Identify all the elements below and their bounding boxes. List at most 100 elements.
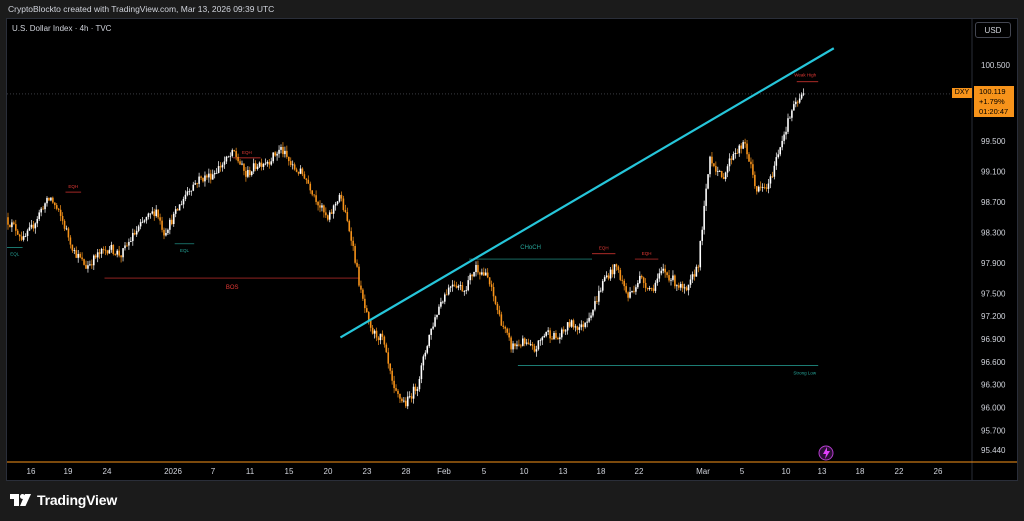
candle: [67, 226, 70, 241]
candle-body: [289, 161, 292, 165]
lightning-icon[interactable]: [818, 445, 834, 461]
candle: [44, 202, 46, 213]
candle-body: [91, 264, 93, 266]
chart-panel[interactable]: [6, 18, 1018, 481]
candle-body: [208, 173, 210, 178]
candle: [603, 275, 606, 282]
candle: [757, 185, 760, 193]
candle: [461, 282, 464, 292]
candle-body: [219, 166, 222, 168]
candle-body: [399, 393, 401, 399]
candle-body: [403, 400, 405, 402]
candle: [83, 258, 85, 266]
annotation-label: BOS: [226, 285, 239, 291]
candle-body: [547, 330, 549, 332]
candle: [89, 260, 91, 267]
candle: [537, 340, 540, 351]
candle: [360, 280, 362, 293]
candle-body: [754, 174, 756, 187]
candle-body: [256, 166, 259, 169]
candle: [330, 209, 333, 215]
x-tick-label: 13: [559, 467, 568, 476]
candle: [588, 312, 590, 324]
candle: [412, 383, 415, 404]
candle: [656, 273, 659, 286]
candle: [447, 284, 450, 296]
candle-body: [707, 174, 709, 189]
candle-body: [147, 213, 150, 217]
candle-body: [241, 163, 243, 165]
candle: [512, 340, 514, 353]
candle: [317, 200, 319, 211]
candle: [481, 268, 483, 276]
candle: [167, 228, 169, 235]
candle: [445, 289, 448, 296]
candle-body: [338, 194, 341, 202]
candle-body: [406, 396, 409, 407]
candle-body: [114, 253, 117, 255]
candle: [128, 238, 130, 250]
candle-body: [159, 217, 161, 221]
candle: [592, 309, 594, 318]
candle: [204, 171, 206, 187]
candle-body: [397, 390, 399, 394]
candle-body: [674, 275, 676, 287]
candle: [561, 327, 563, 340]
candle: [410, 393, 413, 403]
candle-body: [426, 346, 429, 353]
candle: [490, 280, 493, 292]
candle-body: [38, 212, 40, 219]
candle: [30, 220, 33, 230]
candle: [367, 311, 370, 325]
candle: [389, 363, 391, 375]
candle: [334, 201, 337, 211]
candle-body: [520, 345, 522, 347]
candle-body: [617, 266, 620, 271]
candle: [724, 171, 727, 182]
candle-body: [467, 280, 469, 291]
candle-body: [631, 290, 633, 292]
candle: [522, 335, 524, 347]
candle: [262, 162, 265, 171]
y-tick-label: 95.700: [981, 426, 1006, 435]
candle-body: [722, 177, 725, 180]
candle-body: [512, 343, 514, 350]
candle-body: [346, 212, 349, 221]
candle-body: [401, 398, 403, 402]
candle-body: [379, 333, 382, 341]
candle: [132, 228, 134, 246]
candle: [627, 291, 629, 302]
candle-body: [607, 275, 610, 279]
candle: [321, 203, 323, 212]
currency-button[interactable]: USD: [975, 22, 1011, 38]
candle-body: [188, 191, 191, 193]
candle-body: [662, 268, 664, 271]
candle: [652, 284, 655, 293]
candle-body: [642, 277, 645, 283]
tradingview-logo[interactable]: TradingView: [10, 492, 117, 508]
candle: [510, 335, 512, 353]
candle-body: [210, 173, 212, 180]
candle-body: [223, 161, 226, 165]
candle: [73, 247, 76, 255]
candle-body: [96, 252, 99, 258]
candle-body: [676, 285, 678, 287]
candle-body: [738, 145, 741, 154]
candle-body: [104, 249, 107, 251]
x-tick-label: 18: [856, 467, 865, 476]
candle: [286, 145, 288, 159]
candle-body: [496, 303, 499, 311]
candle-body: [52, 197, 54, 203]
candle: [48, 197, 50, 202]
candle-body: [334, 203, 337, 206]
candle-body: [492, 286, 495, 297]
candle: [457, 284, 460, 291]
candle-body: [206, 175, 208, 178]
candle: [492, 282, 495, 302]
candle-body: [455, 285, 458, 288]
candle-body: [225, 156, 228, 162]
candle-body: [605, 275, 608, 278]
annotation-label: EQH: [242, 150, 252, 155]
candle-body: [112, 244, 115, 254]
